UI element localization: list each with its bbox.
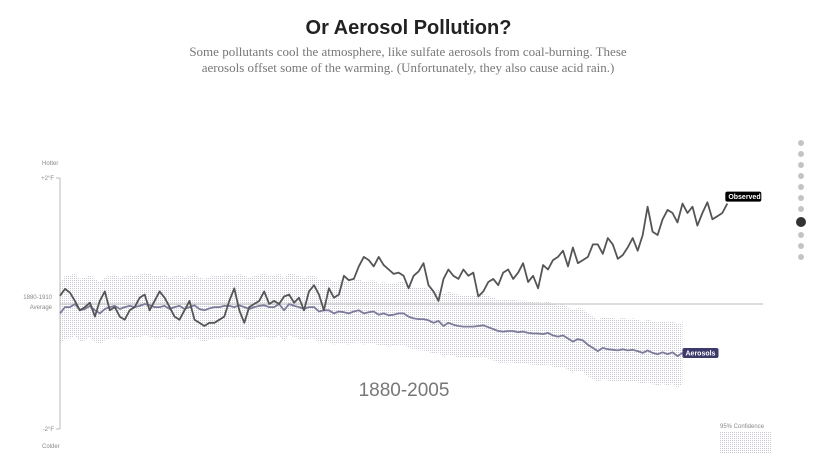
slide-navigation [796, 140, 806, 265]
period-label: 1880-2005 [359, 380, 450, 401]
confidence-band-layer [60, 272, 683, 388]
nav-dot[interactable] [798, 195, 804, 201]
observed-label-bg [725, 191, 762, 202]
nav-dot[interactable] [798, 151, 804, 157]
observed-label-text: Observed [728, 194, 760, 201]
hotter-label: Hotter [42, 161, 58, 167]
colder-label: Colder [42, 444, 60, 450]
aerosols-label-bg [682, 347, 719, 358]
aerosols-confidence-band [60, 272, 683, 388]
aerosols-label: Aerosols [682, 347, 719, 358]
nav-dot[interactable] [798, 140, 804, 146]
page-title: Or Aerosol Pollution? [305, 17, 512, 39]
y-tick-label-bottom: -2°F [43, 427, 55, 433]
aerosols-line [59, 303, 683, 358]
series-layer: Aerosols Observed [59, 191, 762, 358]
nav-dot[interactable] [798, 162, 804, 168]
legend-confidence: 95% Confidence [720, 424, 772, 454]
nav-dot[interactable] [798, 206, 804, 212]
baseline-label-2: Average [30, 305, 53, 311]
aerosols-label-text: Aerosols [686, 350, 716, 357]
baseline-label-1: 1880-1910 [23, 295, 52, 301]
nav-dot[interactable] [798, 254, 804, 260]
nav-dot[interactable] [798, 184, 804, 190]
page-subtitle: Some pollutants cool the atmosphere, lik… [189, 44, 627, 75]
legend-confidence-label: 95% Confidence [720, 424, 765, 430]
observed-line [59, 201, 729, 327]
nav-dot[interactable] [798, 243, 804, 249]
nav-dot[interactable] [798, 173, 804, 179]
observed-label: Observed [725, 191, 762, 202]
nav-dot-active[interactable] [796, 217, 806, 227]
y-tick-label-top: +2°F [41, 176, 54, 182]
nav-dot[interactable] [798, 232, 804, 238]
legend-confidence-swatch [720, 432, 772, 454]
